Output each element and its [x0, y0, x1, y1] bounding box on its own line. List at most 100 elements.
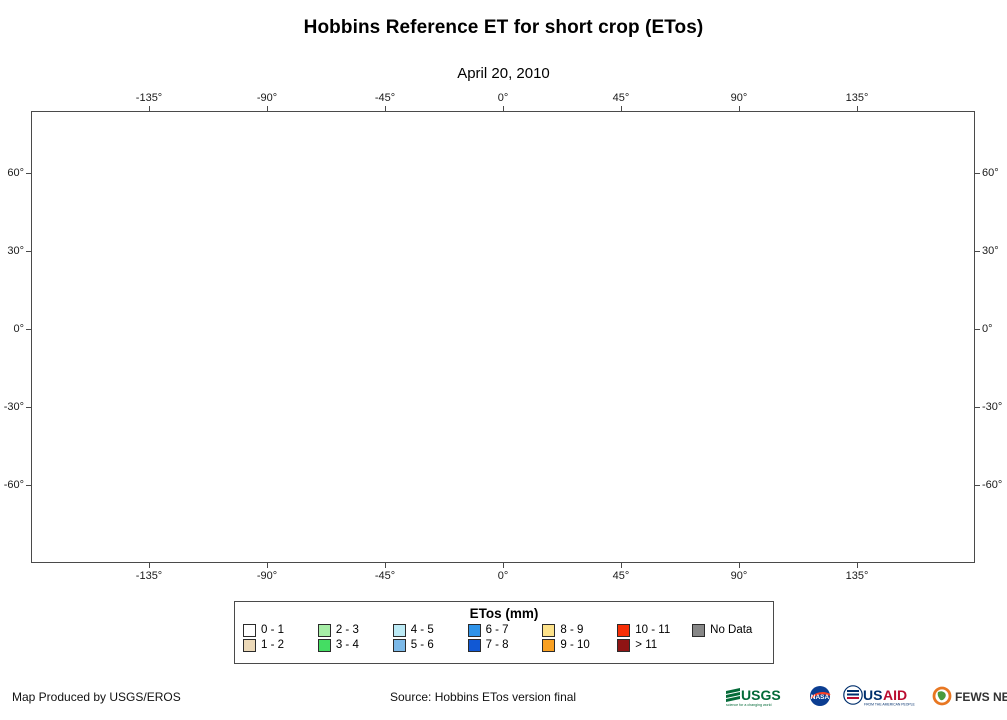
y-axis-tickmark — [975, 485, 980, 487]
svg-text:US: US — [863, 687, 882, 703]
legend-swatch — [467, 639, 481, 652]
legend-label: 0 - 1 — [261, 624, 285, 636]
svg-text:NASA: NASA — [811, 694, 830, 701]
y-axis-tickmark — [975, 251, 980, 253]
x-axis-tick-label: 90° — [730, 92, 748, 104]
legend-label: 1 - 2 — [261, 639, 285, 651]
x-axis-tickmark — [385, 106, 386, 111]
page-subtitle: April 20, 2010 — [457, 65, 550, 82]
legend-item: No Data — [692, 624, 765, 637]
legend-item: 3 - 4 — [317, 639, 391, 652]
legend-swatch — [542, 624, 556, 637]
legend-item: 5 - 6 — [392, 639, 466, 652]
legend-swatch — [392, 639, 406, 652]
y-axis-tick-label: 0° — [13, 323, 24, 336]
legend-box: ETos (mm) 0 - 1 1 - 2 2 - 3 3 - 4 4 - 5 5 - 6… — [234, 601, 774, 664]
legend-swatch — [467, 624, 481, 637]
x-axis-tickmark — [385, 563, 386, 568]
legend-swatch — [243, 639, 256, 652]
y-axis-tick-label: 60° — [982, 167, 999, 180]
x-axis-tickmark — [267, 106, 268, 111]
y-axis-tick-label: 30° — [7, 245, 24, 258]
x-axis-tickmark — [857, 106, 858, 111]
y-axis-tick-label: -60° — [3, 479, 24, 492]
x-axis-tick-label: 0° — [497, 570, 509, 582]
legend-swatch — [542, 639, 556, 652]
x-axis-tickmark — [739, 106, 740, 111]
legend-items: 0 - 1 1 - 2 2 - 3 3 - 4 4 - 5 5 - 6 6 - 7 7 - 8… — [235, 624, 773, 652]
legend-item: 2 - 3 — [317, 624, 391, 637]
legend-item: 8 - 9 — [542, 624, 615, 637]
legend-label: > 11 — [635, 639, 658, 651]
svg-text:FROM THE AMERICAN PEOPLE: FROM THE AMERICAN PEOPLE — [864, 703, 916, 707]
y-axis-tickmark — [26, 407, 31, 409]
footer-source: Source: Hobbins ETos version final — [390, 690, 577, 704]
legend-item: > 11 — [617, 639, 690, 652]
legend-swatch — [317, 624, 331, 637]
legend-item: 1 - 2 — [243, 639, 316, 652]
x-axis-tickmark — [621, 106, 622, 111]
legend-swatch — [617, 639, 631, 652]
x-axis-tickmark — [739, 563, 740, 568]
footer-produced-by: Map Produced by USGS/EROS — [12, 690, 181, 704]
svg-text:USGS: USGS — [741, 687, 781, 703]
x-axis-tick-label: -135° — [135, 570, 163, 582]
legend-item: 10 - 11 — [617, 624, 690, 637]
map-container[interactable] — [31, 111, 975, 563]
x-axis-tickmark — [267, 563, 268, 568]
x-axis-tick-label: -45° — [374, 92, 396, 104]
x-axis-tickmark — [621, 563, 622, 568]
y-axis-tick-label: -30° — [982, 401, 1003, 414]
legend-label: 5 - 6 — [410, 639, 434, 651]
legend-swatch — [617, 624, 631, 637]
fewsnet-logo: FEWS NET — [931, 685, 1007, 707]
legend-item: 7 - 8 — [467, 639, 541, 652]
usgs-logo: USGS science for a changing world — [724, 685, 798, 707]
y-axis-tickmark — [975, 173, 980, 175]
legend-label: 2 - 3 — [335, 624, 359, 636]
legend-label: No Data — [710, 624, 753, 636]
y-axis-tick-label: -30° — [3, 401, 24, 414]
y-axis-tickmark — [26, 173, 31, 175]
x-axis-tick-label: 45° — [612, 570, 630, 582]
legend-title: ETos (mm) — [469, 606, 539, 621]
y-axis-tick-label: 60° — [7, 167, 24, 180]
page-title: Hobbins Reference ET for short crop (ETo… — [303, 17, 704, 38]
legend-swatch — [243, 624, 256, 637]
y-axis-tickmark — [26, 251, 31, 253]
legend-item: 4 - 5 — [392, 624, 466, 637]
legend-swatch — [692, 624, 706, 637]
legend-label: 10 - 11 — [635, 624, 671, 636]
x-axis-tickmark — [149, 106, 150, 111]
x-axis-tick-label: 90° — [730, 570, 748, 582]
y-axis-tickmark — [975, 329, 980, 331]
svg-text:science for a changing world: science for a changing world — [726, 703, 772, 707]
y-axis-tick-label: -60° — [982, 479, 1003, 492]
map-frame — [31, 111, 975, 563]
x-axis-tickmark — [503, 106, 504, 111]
x-axis-tick-label: 0° — [497, 92, 509, 104]
x-axis-tick-label: 45° — [612, 92, 630, 104]
legend-label: 3 - 4 — [335, 639, 359, 651]
legend-label: 6 - 7 — [485, 624, 509, 636]
agency-logos: USGS science for a changing world NASA U… — [724, 683, 1007, 709]
svg-text:AID: AID — [883, 687, 907, 703]
svg-text:FEWS NET: FEWS NET — [955, 690, 1007, 704]
legend-item: 0 - 1 — [243, 624, 316, 637]
x-axis-tickmark — [503, 563, 504, 568]
x-axis-tick-label: -135° — [135, 92, 163, 104]
legend-label: 4 - 5 — [410, 624, 434, 636]
legend-label: 9 - 10 — [560, 639, 590, 651]
legend-swatch — [392, 624, 406, 637]
legend-swatch — [317, 639, 331, 652]
x-axis-tick-label: 135° — [845, 570, 869, 582]
legend-item: 9 - 10 — [542, 639, 615, 652]
nasa-logo: NASA — [805, 685, 835, 707]
y-axis-tickmark — [26, 485, 31, 487]
usaid-logo: US AID FROM THE AMERICAN PEOPLE — [842, 685, 924, 707]
y-axis-tick-label: 0° — [982, 323, 993, 336]
x-axis-tick-label: -90° — [256, 92, 278, 104]
x-axis-tick-label: -45° — [374, 570, 396, 582]
x-axis-tickmark — [857, 563, 858, 568]
